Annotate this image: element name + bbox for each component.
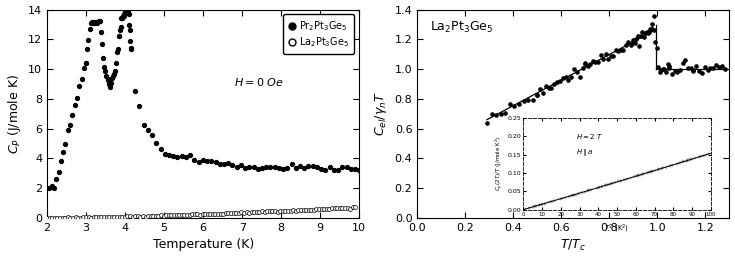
Y-axis label: $C_P$ (J/mole K): $C_P$ (J/mole K): [6, 74, 23, 154]
X-axis label: Temperature (K): Temperature (K): [153, 238, 254, 251]
Legend: Pr$_2$Pt$_3$Ge$_5$, La$_2$Pt$_3$Ge$_5$: Pr$_2$Pt$_3$Ge$_5$, La$_2$Pt$_3$Ge$_5$: [283, 15, 354, 54]
Text: $H = 0$ Oe: $H = 0$ Oe: [234, 76, 284, 89]
X-axis label: $T/T_c$: $T/T_c$: [560, 238, 587, 254]
Text: La$_2$Pt$_3$Ge$_5$: La$_2$Pt$_3$Ge$_5$: [430, 20, 493, 35]
Y-axis label: $C_{el}/\gamma_n T$: $C_{el}/\gamma_n T$: [373, 91, 389, 136]
